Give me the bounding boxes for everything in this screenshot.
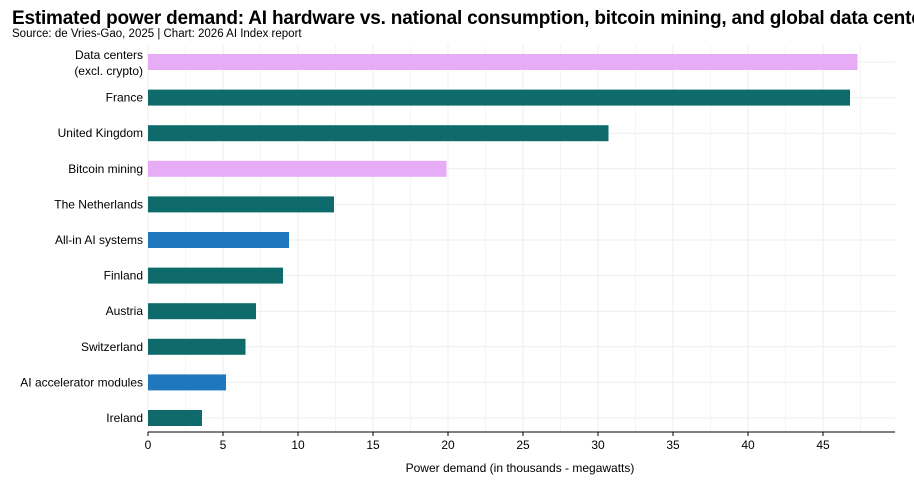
bars (148, 54, 858, 426)
x-tick-label: 15 (366, 438, 380, 452)
x-tick-label: 10 (291, 438, 305, 452)
x-tick-label: 40 (741, 438, 755, 452)
x-axis-label: Power demand (in thousands - megawatts) (406, 461, 635, 475)
category-label-line: (excl. crypto) (74, 64, 143, 78)
category-label: AI accelerator modules (20, 375, 143, 389)
category-label: Switzerland (81, 340, 143, 354)
bar-10 (148, 410, 202, 426)
x-tick-label: 5 (220, 438, 227, 452)
category-label: Ireland (106, 411, 143, 425)
bar-7 (148, 303, 256, 320)
x-tick-label: 20 (441, 438, 455, 452)
bar-6 (148, 267, 283, 284)
category-label: Bitcoin mining (68, 162, 143, 176)
x-tick-label: 30 (591, 438, 605, 452)
category-label: France (106, 91, 144, 105)
bar-5 (148, 232, 289, 248)
bar-9 (148, 374, 226, 391)
x-tick-label: 35 (666, 438, 680, 452)
x-tick-label: 25 (516, 438, 530, 452)
category-label: All-in AI systems (55, 233, 143, 247)
bar-0 (148, 54, 858, 70)
bar-2 (148, 125, 609, 142)
category-labels: Data centers (excl. crypto) France United K… (20, 48, 143, 425)
category-label-line: Data centers (75, 48, 143, 62)
bar-8 (148, 338, 246, 355)
bar-3 (148, 160, 447, 177)
chart-title: Estimated power demand: AI hardware vs. … (12, 8, 914, 29)
x-tick-label: 45 (816, 438, 830, 452)
category-label: Finland (104, 269, 143, 283)
x-tick-label: 0 (145, 438, 152, 452)
x-axis: 0 5 10 15 20 25 30 35 40 45 (145, 431, 895, 452)
category-label: Data centers (excl. crypto) (74, 48, 143, 78)
category-label: United Kingdom (58, 126, 143, 140)
category-label: Austria (106, 304, 144, 318)
bar-1 (148, 89, 850, 106)
bar-4 (148, 196, 334, 213)
category-label: The Netherlands (54, 197, 143, 211)
chart-source: Source: de Vries-Gao, 2025 | Chart: 2026… (12, 28, 302, 40)
